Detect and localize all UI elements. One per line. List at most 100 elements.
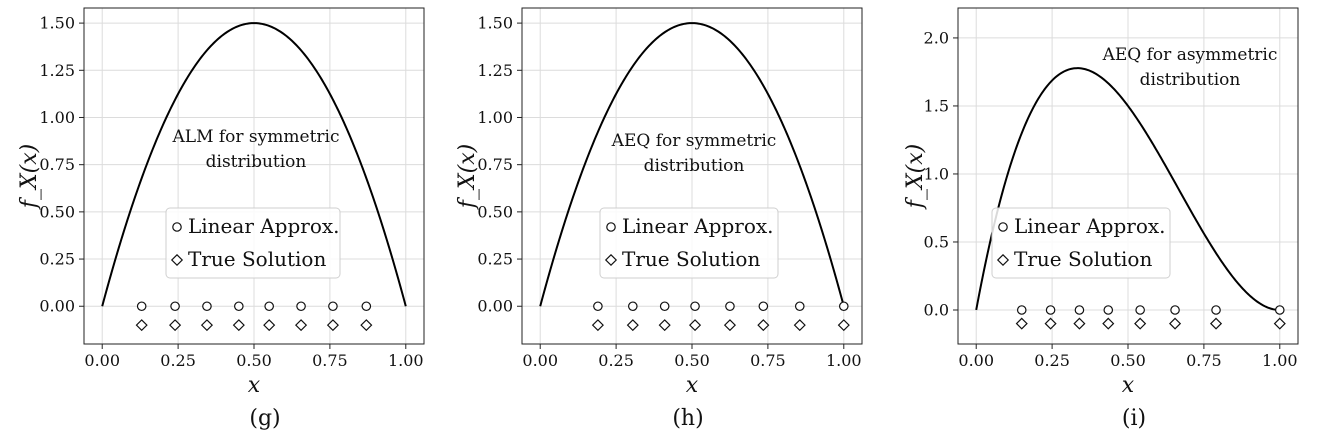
y-tick-label: 1.25 bbox=[39, 61, 75, 80]
y-tick-label: 0.75 bbox=[39, 155, 75, 174]
true-solution-point bbox=[1073, 317, 1086, 330]
linear-approx-point bbox=[170, 301, 180, 312]
linear-approx-point bbox=[1135, 305, 1145, 315]
y-tick-label: 0.75 bbox=[477, 155, 513, 174]
x-tick-label: 0.50 bbox=[236, 351, 272, 370]
linear-approx-point bbox=[628, 301, 638, 312]
y-tick-label: 0.0 bbox=[924, 300, 949, 319]
x-axis-label: x bbox=[248, 373, 261, 398]
x-axis-label: x bbox=[686, 373, 699, 398]
linear-approx-point bbox=[1103, 305, 1114, 315]
x-tick-label: 0.25 bbox=[160, 351, 196, 370]
legend-label: Linear Approx. bbox=[1014, 214, 1166, 238]
true-solution-point bbox=[135, 319, 148, 332]
linear-approx-point bbox=[202, 301, 212, 312]
x-tick-label: 0.75 bbox=[312, 351, 348, 370]
true-solution-point bbox=[200, 319, 213, 332]
linear-approx-point bbox=[659, 301, 670, 312]
linear-approx-point bbox=[838, 301, 849, 312]
true-solution-point bbox=[1134, 317, 1147, 330]
linear-approx-point bbox=[136, 301, 147, 312]
legend-circle-marker bbox=[606, 222, 616, 232]
x-tick-label: 0.25 bbox=[1034, 351, 1070, 370]
true-solution-point bbox=[1169, 317, 1182, 330]
legend: Linear Approx. True Solution bbox=[165, 207, 341, 279]
y-tick-label: 0.5 bbox=[924, 232, 949, 251]
y-tick-label: 0.25 bbox=[477, 250, 513, 269]
true-solution-point bbox=[1044, 317, 1057, 330]
y-axis-label: f_X(x) bbox=[903, 144, 928, 210]
linear-approx-point bbox=[725, 301, 735, 312]
y-tick-label: 0.00 bbox=[477, 297, 513, 316]
true-solution-point bbox=[1015, 317, 1028, 330]
x-tick-label: 0.00 bbox=[522, 351, 558, 370]
pdf-curve bbox=[101, 22, 407, 307]
linear-approx-point bbox=[1211, 305, 1221, 315]
pdf-curve bbox=[975, 67, 1280, 311]
linear-approx-point bbox=[794, 301, 805, 312]
true-solution-point bbox=[757, 319, 770, 332]
legend-box bbox=[991, 207, 1171, 279]
true-solution-point bbox=[169, 319, 182, 332]
y-axis-label: f_X(x) bbox=[455, 144, 480, 210]
true-solution-point bbox=[658, 319, 671, 332]
x-tick-label: 1.00 bbox=[388, 351, 424, 370]
panel-sublabel: (i) bbox=[1122, 406, 1146, 431]
y-tick-label: 1.0 bbox=[924, 164, 949, 183]
x-tick-label: 0.75 bbox=[1186, 351, 1222, 370]
y-tick-label: 0.25 bbox=[39, 250, 75, 269]
y-tick-label: 1.50 bbox=[39, 14, 75, 33]
pdf-curve bbox=[539, 22, 845, 307]
legend-diamond-marker bbox=[170, 253, 184, 267]
y-tick-label: 0.50 bbox=[39, 202, 75, 221]
x-tick-label: 0.00 bbox=[84, 351, 120, 370]
legend: Linear Approx. True Solution bbox=[599, 207, 779, 279]
true-solution-point bbox=[1209, 317, 1223, 330]
legend-label: True Solution bbox=[622, 247, 760, 271]
legend-box bbox=[599, 207, 779, 279]
x-tick-label: 0.00 bbox=[958, 351, 994, 370]
annotation-line: distribution bbox=[206, 152, 307, 172]
true-solution-point bbox=[263, 319, 276, 332]
true-solution-point bbox=[1102, 317, 1115, 330]
panel-i: 0.00 0.25 0.50 0.75 1.00 0.0 0.5 1.0 1.5 2.0 x f_X(… bbox=[903, 7, 1299, 431]
true-solution-point bbox=[688, 319, 702, 332]
panel-sublabel: (h) bbox=[672, 406, 703, 431]
linear-approx-point bbox=[328, 301, 338, 312]
y-tick-label: 1.50 bbox=[477, 14, 513, 33]
true-solution-point bbox=[232, 319, 245, 332]
panel-g: 0.00 0.25 0.50 0.75 1.00 0.00 0.25 0.50 0.75 1.00… bbox=[17, 7, 425, 431]
legend-circle-marker bbox=[172, 222, 182, 232]
linear-approx-point bbox=[1170, 305, 1180, 315]
legend-label: True Solution bbox=[1014, 247, 1152, 271]
true-solution-point bbox=[326, 319, 339, 332]
y-tick-label: 1.5 bbox=[924, 96, 949, 115]
linear-approx-point bbox=[234, 301, 244, 312]
linear-approx-point bbox=[690, 301, 700, 312]
x-tick-label: 0.50 bbox=[674, 351, 710, 370]
y-tick-label: 2.0 bbox=[924, 28, 949, 47]
y-tick-label: 1.00 bbox=[477, 108, 513, 127]
legend-label: Linear Approx. bbox=[188, 214, 340, 238]
linear-approx-point bbox=[593, 301, 603, 312]
legend-label: True Solution bbox=[188, 247, 326, 271]
annotation-line: distribution bbox=[1140, 70, 1241, 90]
annotation-line: AEQ for asymmetric bbox=[1102, 45, 1278, 65]
legend-diamond-marker bbox=[996, 253, 1010, 267]
y-axis-label: f_X(x) bbox=[17, 144, 42, 210]
linear-approx-point bbox=[361, 301, 372, 312]
true-solution-point bbox=[837, 319, 850, 332]
linear-approx-point bbox=[758, 301, 769, 312]
x-tick-label: 0.50 bbox=[1110, 351, 1146, 370]
legend-box bbox=[165, 207, 341, 279]
x-axis-label: x bbox=[1122, 373, 1135, 398]
legend-circle-marker bbox=[998, 222, 1008, 232]
true-solution-point bbox=[1273, 317, 1286, 330]
true-solution-point bbox=[793, 319, 806, 332]
x-tick-label: 1.00 bbox=[826, 351, 862, 370]
legend-diamond-marker bbox=[604, 253, 618, 267]
x-tick-label: 0.75 bbox=[750, 351, 786, 370]
legend-label: Linear Approx. bbox=[622, 214, 774, 238]
linear-approx-point bbox=[1016, 305, 1027, 315]
